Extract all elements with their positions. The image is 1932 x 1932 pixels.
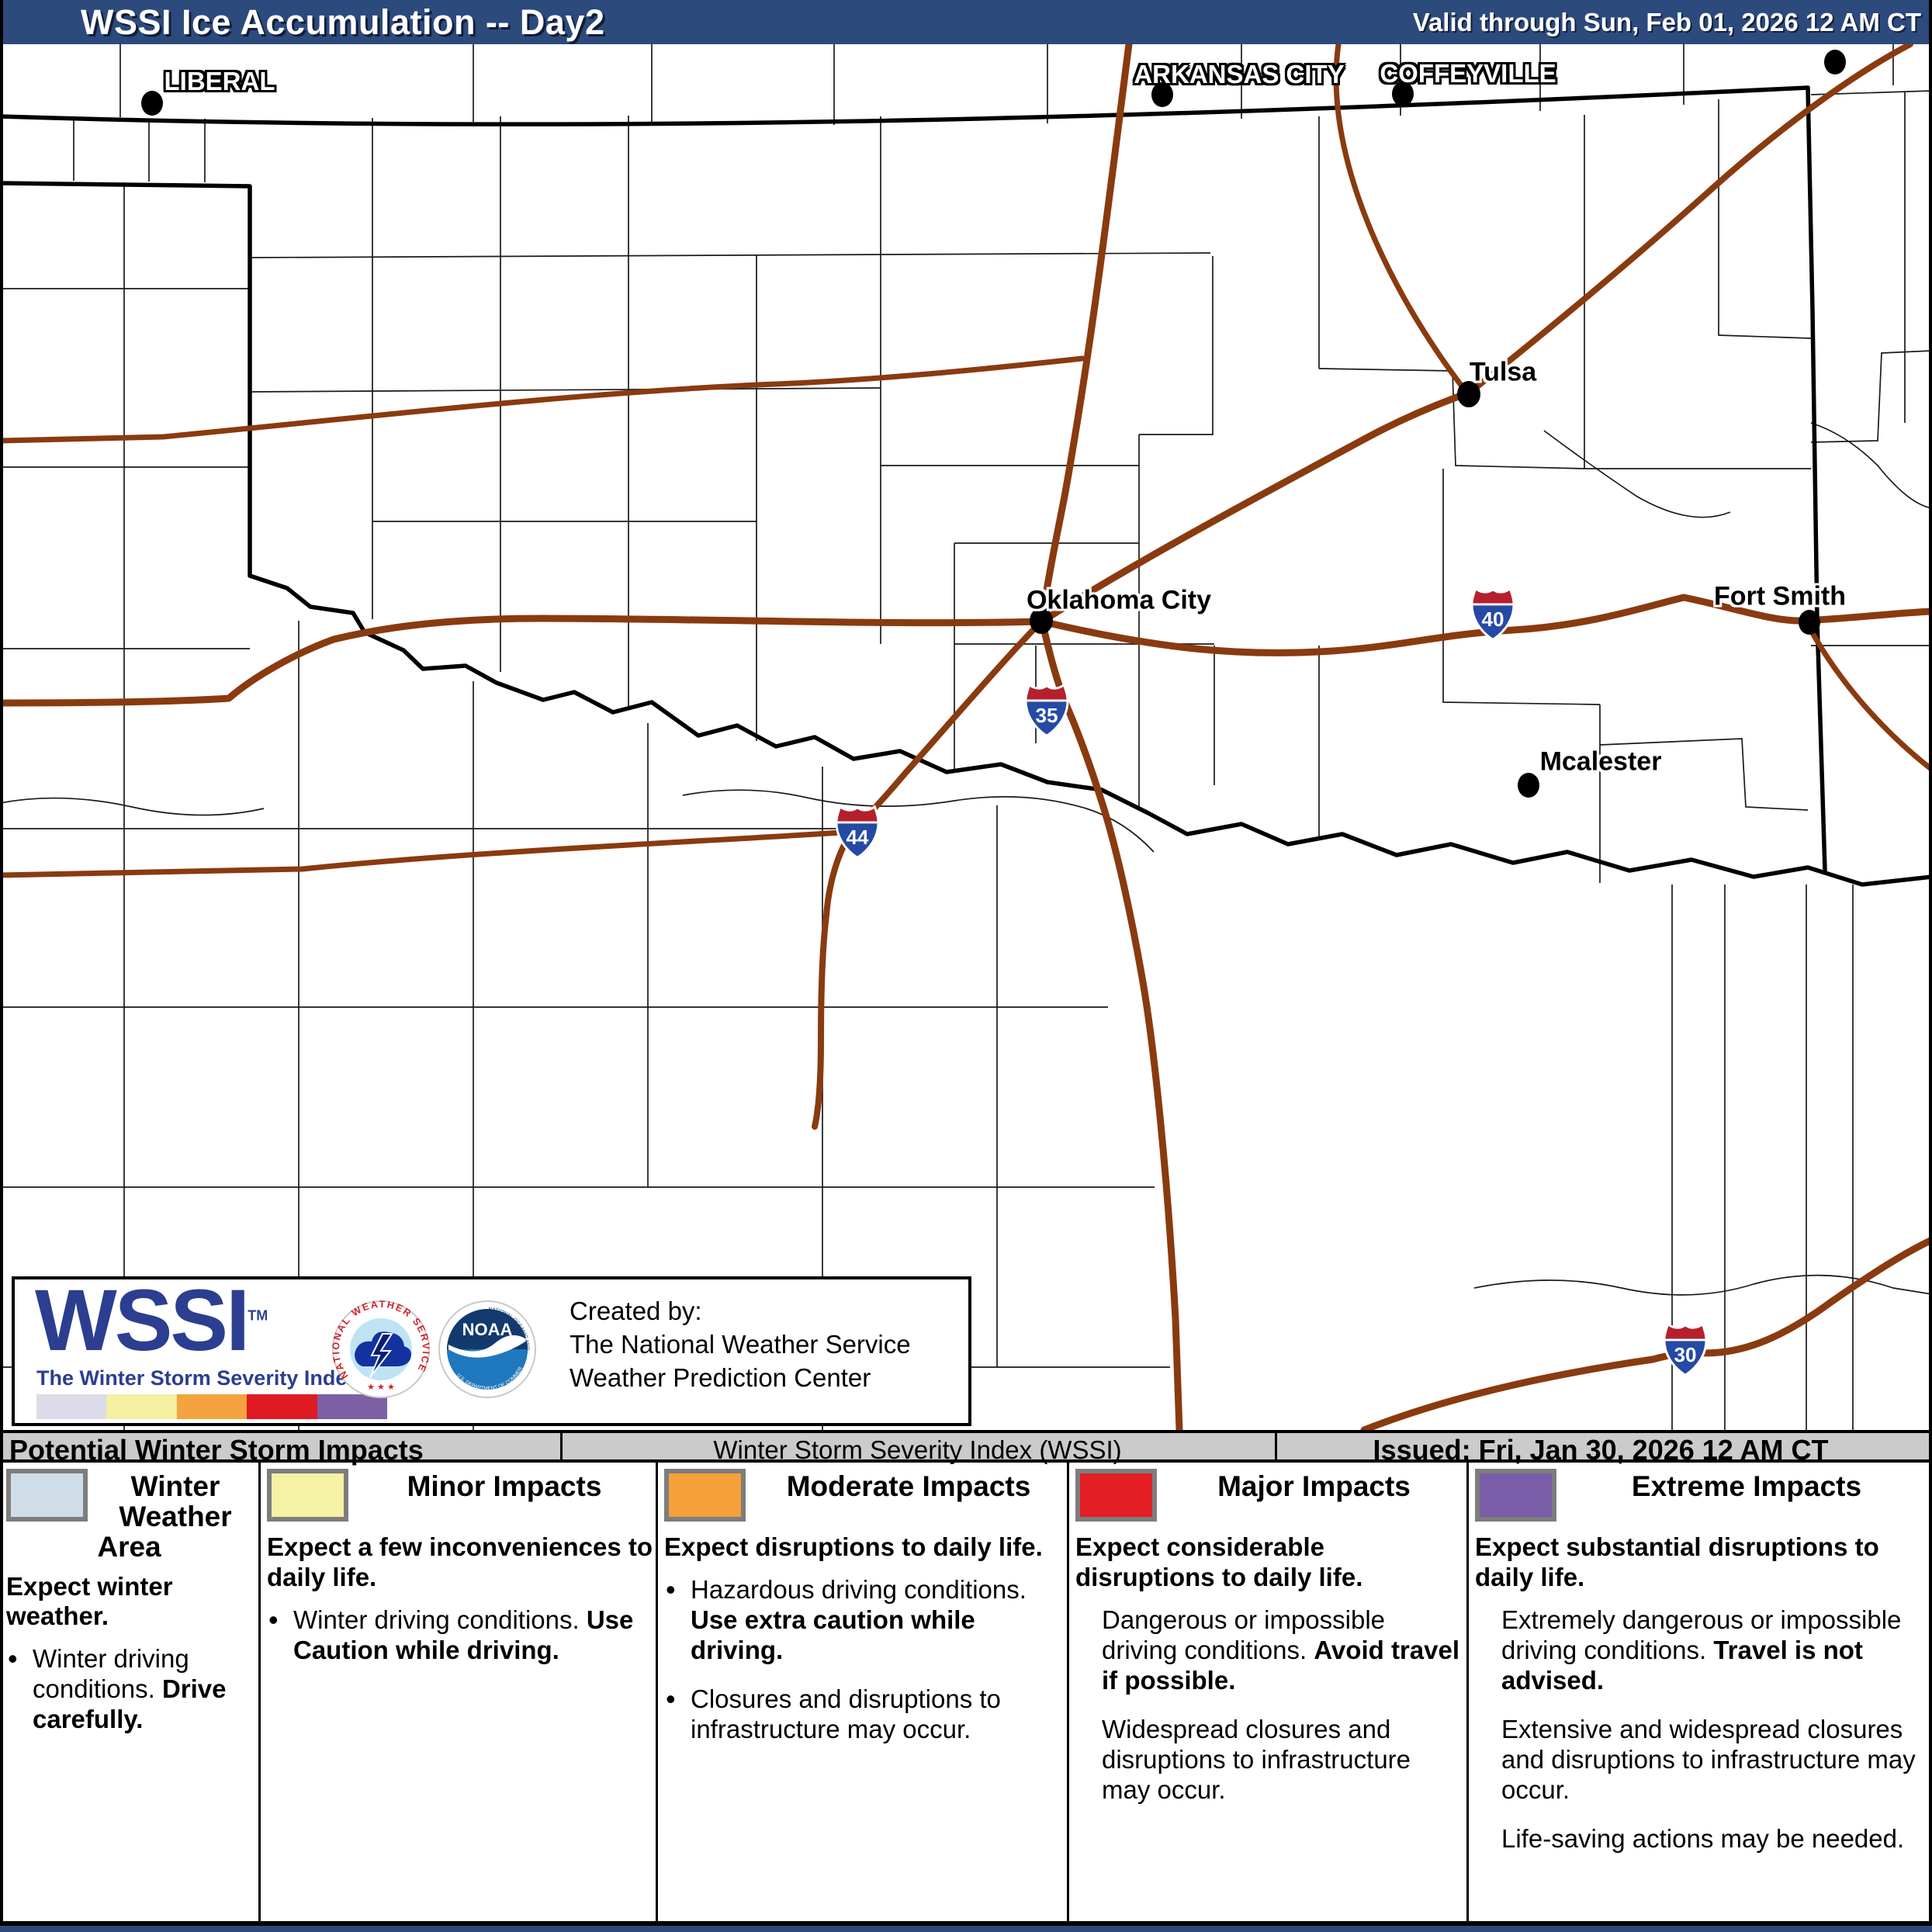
shield-number: 44: [846, 826, 869, 849]
city-dot-fort-smith: [1799, 610, 1820, 635]
legend-column-minor: Minor Impacts Expect a few inconvenience…: [258, 1463, 656, 1921]
page-title: WSSI Ice Accumulation -- Day2: [81, 2, 605, 42]
interstate-shield-30: 30: [1663, 1322, 1708, 1381]
impacts-bar-title: Potential Winter Storm Impacts: [9, 1434, 424, 1466]
legend-column-major: Major Impacts Expect considerable disrup…: [1067, 1463, 1466, 1921]
created-by-line1: The National Weather Service: [570, 1329, 911, 1359]
city-label-fort-smith: Fort Smith: [1714, 581, 1846, 611]
road-fortsmith-south: [1805, 621, 1932, 773]
legend-item: Winter driving conditions. Drive careful…: [6, 1643, 257, 1735]
city-dot-tulsa: [1457, 381, 1480, 407]
city-label-coffeyville: COFFEYVILLE: [1380, 59, 1556, 88]
road-i44-southwest: [812, 621, 1041, 1130]
legend-item: Dangerous or impossible driving conditio…: [1102, 1605, 1459, 1695]
minor-impacts-swatch: [267, 1469, 348, 1522]
impacts-legend: Winter Weather Area Expect winter weathe…: [0, 1463, 1932, 1921]
city-label-liberal: LIBERAL: [164, 67, 275, 95]
legend-intro: Expect winter weather.: [6, 1571, 173, 1631]
shield-number: 30: [1674, 1343, 1696, 1366]
arkansas-border: [1806, 85, 1827, 873]
city-dot-unlabeled: [1824, 50, 1846, 74]
city-dot-liberal: [141, 91, 163, 116]
road-i40-west: [0, 615, 1046, 707]
moderate-impacts-swatch: [664, 1469, 746, 1522]
city-dot-coffeyville: [1392, 81, 1414, 106]
bottom-navy-strip: [0, 1926, 1932, 1932]
legend-title: Major Impacts: [1217, 1470, 1411, 1502]
city-dots: [141, 50, 1846, 798]
shield-number: 35: [1035, 704, 1058, 727]
legend-intro: Expect considerable disruptions to daily…: [1075, 1532, 1363, 1591]
scale-swatch-moderate: [176, 1394, 248, 1419]
wssi-logo-text: WSSITM: [35, 1272, 268, 1369]
valid-through-text: Valid through Sun, Feb 01, 2026 12 AM CT: [1412, 7, 1921, 36]
wssi-logo-box: WSSITM The Winter Storm Severity Index N…: [12, 1272, 971, 1426]
created-by-line2: Weather Prediction Center: [570, 1362, 871, 1392]
legend-item: Widespread closures and disruptions to i…: [1102, 1714, 1411, 1804]
road-us62-west: [0, 829, 857, 878]
nws-logo-icon: NATIONAL WEATHER SERVICE ★ ★ ★: [331, 1299, 431, 1403]
bottom-border: [0, 1921, 1932, 1926]
road-i44-northeast: [1467, 41, 1913, 395]
red-river-border: [248, 573, 1932, 887]
legend-item: Winter driving conditions. Use Caution w…: [267, 1604, 654, 1666]
legend-column-extreme: Extreme Impacts Expect substantial disru…: [1466, 1463, 1932, 1921]
shield-number: 40: [1481, 608, 1504, 631]
noaa-text: NOAA: [462, 1320, 513, 1339]
interstate-shield-44: 44: [835, 805, 880, 864]
legend-title: Extreme Impacts: [1631, 1470, 1862, 1502]
legend-title: Moderate Impacts: [786, 1470, 1031, 1502]
legend-intro: Expect disruptions to daily life.: [664, 1532, 1043, 1561]
issued-text: Issued: Fri, Jan 30, 2026 12 AM CT: [1373, 1434, 1829, 1466]
noaa-logo-icon: NOAA NATIONAL OCEANIC AND ATMOSPHERIC AD…: [435, 1296, 537, 1403]
scale-swatch-extreme: [317, 1394, 388, 1419]
legend-item: Life-saving actions may be needed.: [1501, 1823, 1905, 1853]
winter-weather-swatch: [6, 1469, 88, 1522]
city-dot-oklahoma-city: [1030, 608, 1053, 634]
city-dot-mcalester: [1518, 773, 1539, 798]
legend-item: Hazardous driving conditions. Use extra …: [664, 1574, 1065, 1666]
road-us75-north: [1333, 41, 1468, 393]
city-label-mcalester: Mcalester: [1539, 746, 1662, 777]
road-cimarron: [0, 355, 1085, 444]
header-bar: WSSI Ice Accumulation -- Day2 Valid thro…: [0, 0, 1932, 44]
road-i35-north: [1038, 40, 1133, 625]
legend-column-moderate: Moderate Impacts Expect disruptions to d…: [656, 1463, 1067, 1921]
major-impacts-swatch: [1075, 1469, 1157, 1522]
city-label-oklahoma-city: Oklahoma City: [1026, 585, 1212, 615]
nws-stars: ★ ★ ★: [367, 1383, 395, 1392]
extreme-impacts-swatch: [1475, 1469, 1556, 1522]
city-label-arkansas-city: ARKANSAS CITY: [1134, 60, 1345, 88]
city-label-tulsa: Tulsa: [1469, 357, 1537, 387]
scale-swatch-winter-weather: [36, 1394, 107, 1419]
impacts-bar-subtitle: Winter Storm Severity Index (WSSI): [713, 1435, 1122, 1464]
created-by-label: Created by:: [570, 1297, 702, 1325]
city-dot-arkansas-city: [1151, 82, 1173, 107]
road-i44-turner: [1045, 390, 1469, 621]
legend-title: Winter Weather Area: [97, 1470, 232, 1563]
bar-divider: [1275, 1433, 1277, 1459]
legend-title: Minor Impacts: [407, 1470, 602, 1502]
legend-column-winter-weather: Winter Weather Area Expect winter weathe…: [0, 1463, 258, 1921]
scale-swatch-major: [247, 1394, 317, 1419]
legend-item: Closures and disruptions to infrastructu…: [664, 1683, 1065, 1745]
scale-swatch-minor: [106, 1394, 177, 1419]
wssi-color-scale: [36, 1394, 388, 1419]
bar-divider: [560, 1433, 563, 1459]
legend-item: Extensive and widespread closures and di…: [1501, 1714, 1916, 1804]
created-by-block: Created by: The National Weather Service…: [570, 1295, 911, 1395]
interstate-shield-35: 35: [1024, 683, 1069, 742]
impacts-title-bar: Potential Winter Storm Impacts Winter St…: [0, 1430, 1932, 1466]
legend-item: Extremely dangerous or impossible drivin…: [1501, 1605, 1902, 1695]
legend-intro: Expect a few inconveniences to daily lif…: [267, 1532, 653, 1591]
legend-intro: Expect substantial disruptions to daily …: [1475, 1532, 1879, 1591]
panhandle-border: [0, 181, 252, 578]
interstate-shield-40: 40: [1470, 587, 1515, 646]
state-borders: [0, 85, 1932, 887]
trademark: TM: [248, 1307, 268, 1324]
wssi-tagline: The Winter Storm Severity Index: [36, 1366, 359, 1390]
kansas-oklahoma-border: [0, 85, 1810, 126]
